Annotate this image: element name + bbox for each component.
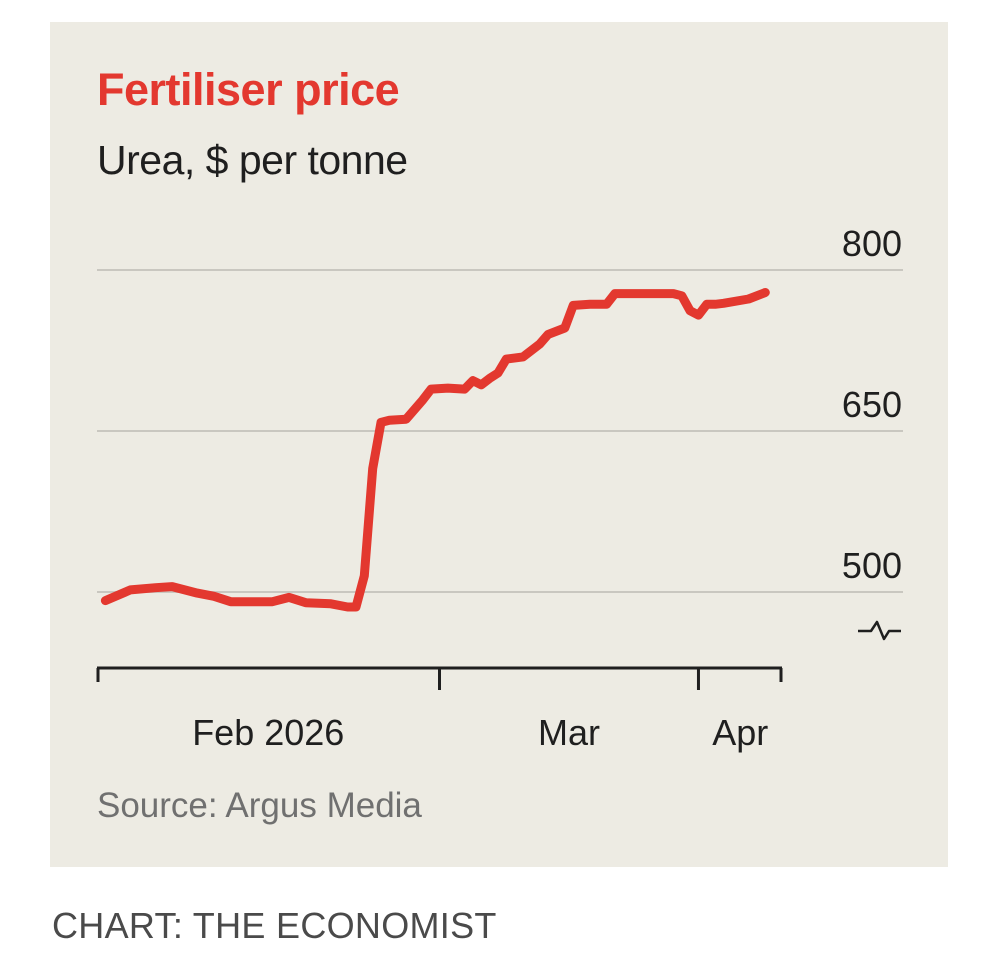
series-line xyxy=(100,288,770,612)
x-tick-label-mar: Mar xyxy=(538,712,600,753)
y-tick-label-650: 650 xyxy=(842,384,902,425)
x-tick-label-apr: Apr xyxy=(712,712,768,753)
axis-break-icon xyxy=(858,620,901,641)
x-tick-label-feb-2026: Feb 2026 xyxy=(192,712,344,753)
y-tick-label-500: 500 xyxy=(842,545,902,586)
y-tick-labels: 500 650 800 xyxy=(842,223,902,586)
chart-title: Fertiliser price xyxy=(97,64,400,115)
chart-source: Source: Argus Media xyxy=(97,786,422,825)
chart-panel xyxy=(50,22,948,867)
gridlines xyxy=(97,269,903,593)
y-tick-label-800: 800 xyxy=(842,223,902,264)
chart-credit: CHART: THE ECONOMIST xyxy=(52,905,497,946)
x-tick-labels: Feb 2026 Mar Apr xyxy=(192,712,768,753)
chart-subtitle: Urea, $ per tonne xyxy=(97,137,408,183)
x-axis xyxy=(96,666,783,690)
